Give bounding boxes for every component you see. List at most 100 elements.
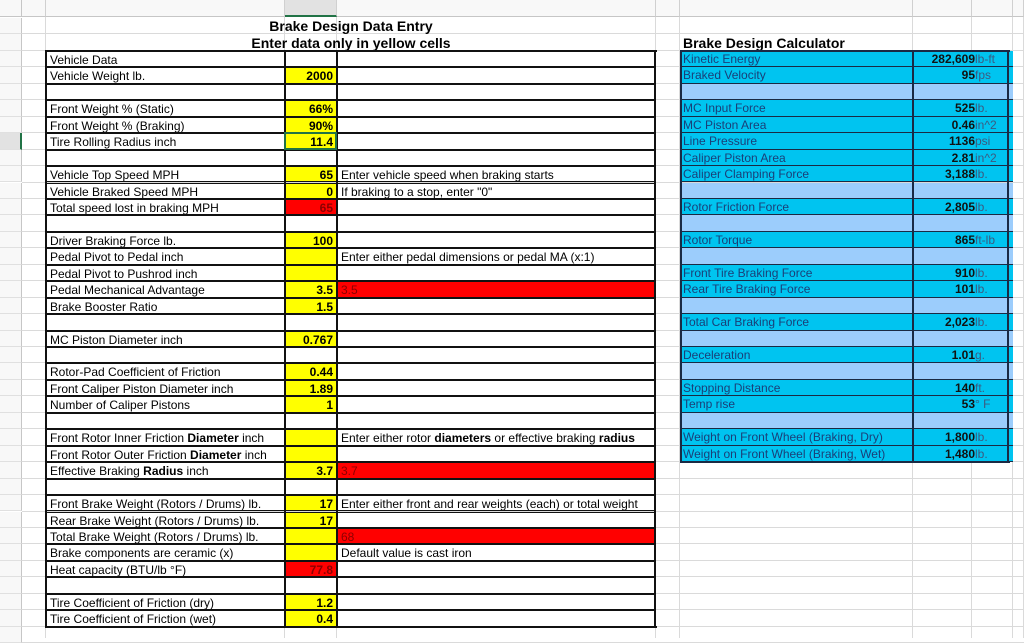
label-cell-b16[interactable]: Pedal Pivot to Pushrod inch <box>46 264 285 282</box>
label-cell-b7[interactable]: Front Weight % (Braking) <box>46 116 285 134</box>
label-cell-b22[interactable]: Rotor-Pad Coefficient of Friction <box>46 363 285 380</box>
label-cell-b21[interactable] <box>46 347 285 364</box>
label-cell-b14[interactable]: Driver Braking Force lb. <box>46 231 285 249</box>
row-header-13[interactable] <box>0 215 22 232</box>
column-header-b[interactable] <box>46 0 285 17</box>
label-cell-b36[interactable]: Tire Coefficient of Friction (dry) <box>46 593 285 611</box>
select-all-corner[interactable] <box>0 0 22 17</box>
column-header-c[interactable] <box>285 0 337 17</box>
row-header-11[interactable] <box>0 182 22 199</box>
note-cell-d21[interactable] <box>337 347 656 364</box>
label-cell-b31[interactable]: Rear Brake Weight (Rotors / Drums) lb. <box>46 511 285 528</box>
note-cell-d33[interactable]: Default value is cast iron <box>337 544 656 561</box>
label-cell-b35[interactable] <box>46 577 285 594</box>
note-cell-d24[interactable] <box>337 396 656 413</box>
row-header-22[interactable] <box>0 363 22 380</box>
label-cell-b23[interactable]: Front Caliper Piston Diameter inch <box>46 379 285 397</box>
row-header-26[interactable] <box>0 429 22 446</box>
row-header-35[interactable] <box>0 577 22 594</box>
column-header-e[interactable] <box>656 0 680 17</box>
input-cell-c23[interactable]: 1.89 <box>285 379 337 397</box>
label-cell-b5[interactable] <box>46 83 285 101</box>
column-header-g[interactable] <box>913 0 972 17</box>
note-cell-d23[interactable] <box>337 379 656 397</box>
note-cell-d13[interactable] <box>337 215 656 232</box>
input-cell-c31[interactable]: 17 <box>285 511 337 528</box>
input-cell-c20[interactable]: 0.767 <box>285 330 337 347</box>
input-cell-c15[interactable] <box>285 248 337 265</box>
note-cell-d5[interactable] <box>337 83 656 101</box>
input-cell-c34[interactable]: 77.8 <box>285 560 337 578</box>
label-cell-b28[interactable]: Effective Braking Radius inch <box>46 462 285 479</box>
note-cell-d25[interactable] <box>337 412 656 430</box>
row-header-29[interactable] <box>0 478 22 496</box>
label-cell-b20[interactable]: MC Piston Diameter inch <box>46 330 285 347</box>
label-cell-b3[interactable]: Vehicle Data <box>46 50 285 68</box>
label-cell-b4[interactable]: Vehicle Weight lb. <box>46 67 285 84</box>
label-cell-b29[interactable] <box>46 478 285 496</box>
row-header-7[interactable] <box>0 116 22 134</box>
note-cell-d27[interactable] <box>337 445 656 463</box>
note-cell-d30[interactable]: Enter either front and rear weights (eac… <box>337 495 656 512</box>
note-cell-d8[interactable] <box>337 133 656 150</box>
row-header-32[interactable] <box>0 527 22 545</box>
input-cell-c26[interactable] <box>285 429 337 446</box>
label-cell-b10[interactable]: Vehicle Top Speed MPH <box>46 166 285 183</box>
note-cell-d32[interactable]: 68 <box>337 527 656 545</box>
input-cell-c35[interactable] <box>285 577 337 594</box>
note-cell-d11[interactable]: If braking to a stop, enter "0" <box>337 182 656 199</box>
row-header-10[interactable] <box>0 166 22 183</box>
note-cell-d10[interactable]: Enter vehicle speed when braking starts <box>337 166 656 183</box>
note-cell-d18[interactable] <box>337 297 656 315</box>
column-header-f[interactable] <box>680 0 913 17</box>
row-header-30[interactable] <box>0 495 22 512</box>
input-cell-c9[interactable] <box>285 149 337 167</box>
input-cell-c17[interactable]: 3.5 <box>285 281 337 298</box>
row-header-25[interactable] <box>0 412 22 430</box>
label-cell-b33[interactable]: Brake components are ceramic (x) <box>46 544 285 561</box>
column-header-h[interactable] <box>972 0 1013 17</box>
label-cell-b13[interactable] <box>46 215 285 232</box>
note-cell-d26[interactable]: Enter either rotor diameters or effectiv… <box>337 429 656 446</box>
note-cell-d17[interactable]: 3.5 <box>337 281 656 298</box>
label-cell-b25[interactable] <box>46 412 285 430</box>
row-header-14[interactable] <box>0 231 22 249</box>
input-cell-c16[interactable] <box>285 264 337 282</box>
row-header-5[interactable] <box>0 83 22 101</box>
row-header-37[interactable] <box>0 610 22 627</box>
row-header-34[interactable] <box>0 560 22 578</box>
label-cell-b30[interactable]: Front Brake Weight (Rotors / Drums) lb. <box>46 495 285 512</box>
note-cell-d9[interactable] <box>337 149 656 167</box>
note-cell-d16[interactable] <box>337 264 656 282</box>
row-header-21[interactable] <box>0 347 22 364</box>
note-cell-d22[interactable] <box>337 363 656 380</box>
note-cell-d34[interactable] <box>337 560 656 578</box>
label-cell-b12[interactable]: Total speed lost in braking MPH <box>46 198 285 216</box>
label-cell-b26[interactable]: Front Rotor Inner Friction Diameter inch <box>46 429 285 446</box>
input-cell-c14[interactable]: 100 <box>285 231 337 249</box>
label-cell-b15[interactable]: Pedal Pivot to Pedal inch <box>46 248 285 265</box>
row-header-20[interactable] <box>0 330 22 347</box>
input-cell-c6[interactable]: 66% <box>285 100 337 117</box>
row-header-3[interactable] <box>0 50 22 68</box>
input-cell-c29[interactable] <box>285 478 337 496</box>
label-cell-b8[interactable]: Tire Rolling Radius inch <box>46 133 285 150</box>
input-cell-c36[interactable]: 1.2 <box>285 593 337 611</box>
row-header-1[interactable] <box>0 18 22 35</box>
label-cell-b6[interactable]: Front Weight % (Static) <box>46 100 285 117</box>
input-cell-c19[interactable] <box>285 314 337 331</box>
note-cell-d7[interactable] <box>337 116 656 134</box>
row-header-18[interactable] <box>0 297 22 315</box>
input-cell-c4[interactable]: 2000 <box>285 67 337 84</box>
input-cell-c33[interactable] <box>285 544 337 561</box>
note-cell-d20[interactable] <box>337 330 656 347</box>
note-cell-d12[interactable] <box>337 198 656 216</box>
note-cell-d3[interactable] <box>337 50 656 68</box>
note-cell-d36[interactable] <box>337 593 656 611</box>
input-cell-c18[interactable]: 1.5 <box>285 297 337 315</box>
input-cell-c13[interactable] <box>285 215 337 232</box>
row-header-15[interactable] <box>0 248 22 265</box>
label-cell-b19[interactable] <box>46 314 285 331</box>
input-cell-c21[interactable] <box>285 347 337 364</box>
input-cell-c5[interactable] <box>285 83 337 101</box>
